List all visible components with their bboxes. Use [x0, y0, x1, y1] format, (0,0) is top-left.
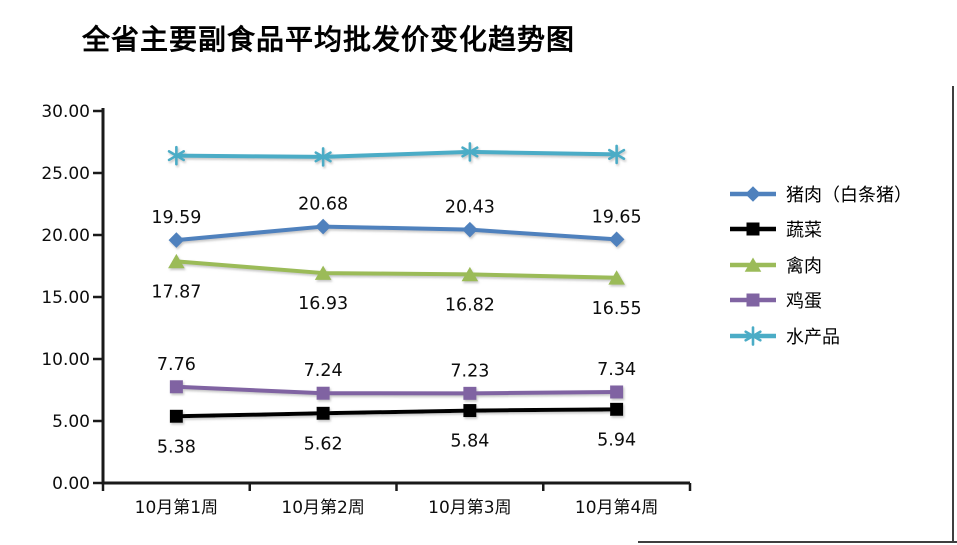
legend-label: 蔬菜	[786, 220, 822, 242]
series-0	[168, 218, 625, 248]
legend-label: 水产品	[786, 326, 840, 348]
legend-marker-icon	[746, 293, 760, 307]
series-line-2[interactable]	[174, 259, 619, 280]
data-point-marker-1-1[interactable]	[316, 406, 330, 420]
data-label-1-0: 5.38	[157, 437, 196, 457]
data-point-marker-4-3[interactable]	[608, 144, 626, 165]
data-label-2-3: 16.55	[592, 299, 642, 319]
series-line-1[interactable]	[174, 407, 619, 419]
y-axis-tick-label: 30.00	[41, 102, 90, 122]
x-category-label: 10月第4周	[575, 498, 658, 518]
data-point-marker-3-1[interactable]	[316, 386, 330, 400]
legend-marker-icon	[746, 222, 760, 236]
data-label-0-1: 20.68	[298, 195, 348, 215]
chart-legend: 猪肉（白条猪） 蔬菜禽肉鸡蛋水产品	[727, 176, 912, 354]
data-label-3-1: 7.24	[304, 361, 343, 381]
y-axis-tick-label: 0.00	[52, 474, 90, 494]
legend-item-2[interactable]: 禽肉	[727, 247, 912, 283]
data-label-3-2: 7.23	[450, 361, 489, 381]
series-line-3[interactable]	[174, 384, 619, 396]
legend-label: 猪肉（白条猪）	[786, 184, 912, 206]
data-point-marker-1-2[interactable]	[463, 404, 477, 418]
legend-key-icon	[730, 257, 776, 272]
legend-key-icon	[730, 185, 776, 202]
data-label-2-1: 16.93	[298, 294, 348, 314]
legend-label: 禽肉	[786, 255, 822, 277]
legend-marker-icon	[744, 257, 762, 272]
y-axis-tick-label: 15.00	[41, 288, 90, 308]
data-point-marker-2-1[interactable]	[314, 265, 332, 280]
data-label-0-0: 19.59	[151, 208, 201, 228]
data-point-marker-3-3[interactable]	[610, 385, 624, 399]
legend-key-icon	[730, 222, 776, 236]
data-label-1-2: 5.84	[450, 432, 489, 452]
series-line-0[interactable]	[174, 224, 619, 243]
series-4	[167, 142, 626, 167]
x-category-label: 10月第3周	[428, 498, 511, 518]
legend-item-4[interactable]: 水产品	[727, 318, 912, 354]
legend-key-icon	[730, 325, 776, 346]
x-category-label: 10月第2周	[281, 498, 364, 518]
chart-title: 全省主要副食品平均批发价变化趋势图	[82, 23, 576, 56]
data-point-marker-2-2[interactable]	[461, 266, 479, 282]
y-axis-tick-label: 20.00	[41, 226, 90, 246]
y-axis-tick-label: 25.00	[41, 164, 90, 184]
series-3	[169, 380, 624, 400]
data-label-2-0: 17.87	[151, 282, 201, 302]
legend-item-1[interactable]: 蔬菜	[727, 212, 912, 248]
data-point-marker-0-2[interactable]	[462, 221, 478, 238]
data-label-3-3: 7.34	[597, 360, 636, 380]
data-point-marker-1-3[interactable]	[610, 402, 624, 416]
data-point-marker-3-0[interactable]	[169, 380, 183, 394]
data-point-marker-2-3[interactable]	[608, 270, 625, 285]
legend-key-icon	[730, 293, 776, 307]
series-2	[168, 253, 625, 285]
data-point-marker-3-2[interactable]	[463, 386, 477, 400]
legend-label: 鸡蛋	[786, 291, 822, 313]
x-category-label: 10月第1周	[135, 498, 218, 518]
data-label-0-2: 20.43	[445, 198, 495, 218]
data-label-2-2: 16.82	[445, 295, 495, 315]
data-point-marker-4-1[interactable]	[314, 147, 332, 167]
data-point-marker-0-3[interactable]	[608, 231, 625, 248]
data-label-0-3: 19.65	[592, 207, 642, 227]
data-point-marker-0-1[interactable]	[315, 218, 331, 235]
data-point-marker-2-0[interactable]	[168, 253, 185, 269]
y-axis-tick-label: 5.00	[52, 412, 90, 432]
legend-marker-icon	[744, 325, 762, 346]
y-axis-tick-label: 10.00	[41, 350, 90, 370]
series-1	[169, 402, 624, 423]
data-label-1-1: 5.62	[304, 434, 343, 454]
data-label-3-0: 7.76	[157, 355, 196, 375]
legend-item-0[interactable]: 猪肉（白条猪）	[727, 176, 912, 212]
legend-item-3[interactable]: 鸡蛋	[727, 283, 912, 319]
data-label-1-3: 5.94	[597, 430, 636, 450]
data-point-marker-4-2[interactable]	[461, 142, 479, 162]
series-line-4[interactable]	[174, 149, 619, 159]
legend-marker-icon	[745, 185, 761, 202]
data-point-marker-0-0[interactable]	[168, 232, 185, 248]
data-point-marker-1-0[interactable]	[169, 409, 183, 423]
data-point-marker-4-0[interactable]	[167, 145, 185, 166]
